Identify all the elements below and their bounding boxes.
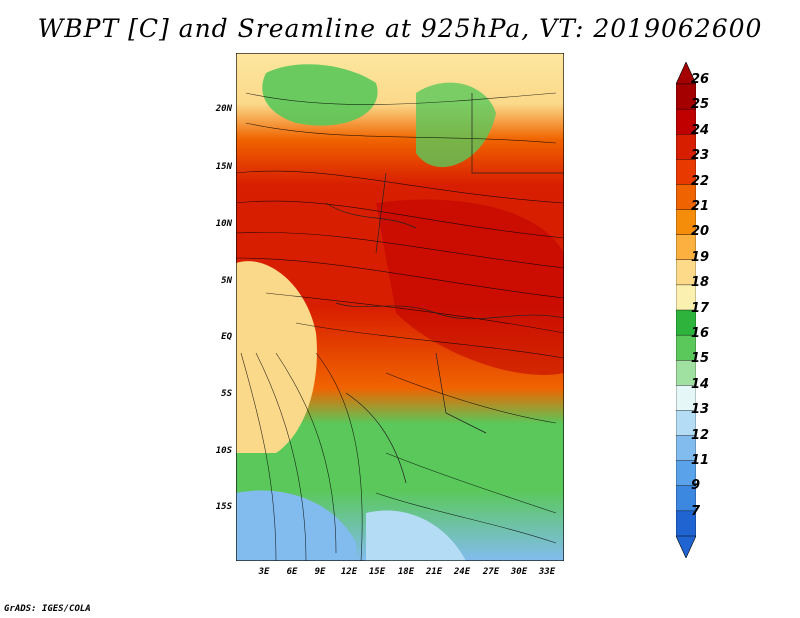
lat-label: EQ	[221, 332, 232, 342]
lon-label: 33E	[538, 567, 556, 577]
credit-text: GrADS: IGES/COLA	[4, 604, 91, 614]
deep-red-patch-east	[376, 199, 564, 375]
colorbar-tick-label: 14	[691, 376, 710, 392]
green-patch-north	[262, 64, 378, 126]
colorbar-min-arrow	[676, 535, 696, 558]
colorbar-tick-label: 23	[691, 148, 710, 164]
colorbar-tick-label: 13	[691, 402, 710, 418]
colorbar-tick-label: 20	[691, 224, 710, 240]
colorbar-tick-label: 21	[691, 199, 710, 214]
lon-label: 9E	[314, 567, 326, 577]
lon-label: 3E	[258, 567, 270, 577]
lat-label: 20N	[215, 104, 232, 114]
colorbar-tick-label: 17	[691, 300, 710, 316]
colorbar-tick-label: 22	[691, 173, 710, 189]
colorbar-tick-label: 18	[691, 275, 710, 291]
lat-label: 5N	[221, 276, 232, 286]
lat-label: 5S	[221, 389, 232, 399]
lon-label: 27E	[482, 567, 500, 577]
colorbar-tick-label: 24	[691, 122, 710, 138]
colorbar-tick-label: 16	[691, 326, 710, 341]
lon-label: 15E	[368, 567, 386, 577]
blue-patch-south	[366, 510, 466, 561]
colorbar-tick-label: 7	[691, 503, 701, 519]
lon-label: 21E	[425, 567, 443, 577]
blue-patch-southwest	[236, 490, 356, 561]
lon-label: 30E	[510, 567, 528, 577]
colorbar-tick-label: 12	[691, 427, 710, 443]
lat-label: 15N	[215, 162, 232, 172]
orange-patch-west	[236, 261, 317, 453]
lon-label: 24E	[453, 567, 471, 577]
streamlines	[236, 92, 564, 561]
map-plot	[236, 53, 564, 561]
map-title: WBPT [C] and Sreamline at 925hPa, VT: 20…	[37, 14, 763, 43]
colorbar-tick-label: 15	[691, 351, 710, 367]
colorbar-tick-label: 19	[691, 249, 710, 265]
lon-label: 6E	[286, 567, 298, 577]
colorbar-tick-label: 25	[691, 97, 710, 113]
lon-label: 12E	[340, 567, 358, 577]
colorbar	[676, 62, 696, 558]
lat-label: 10S	[215, 446, 232, 456]
colorbar-tick-label: 26	[691, 72, 710, 87]
green-patch-northeast	[416, 82, 496, 168]
lon-label: 18E	[397, 567, 415, 577]
country-borders	[325, 93, 564, 484]
colorbar-tick-label: 11	[691, 453, 710, 468]
colorbar-tick-label: 9	[691, 478, 701, 494]
lat-label: 15S	[215, 502, 232, 512]
lat-label: 10N	[215, 219, 232, 229]
